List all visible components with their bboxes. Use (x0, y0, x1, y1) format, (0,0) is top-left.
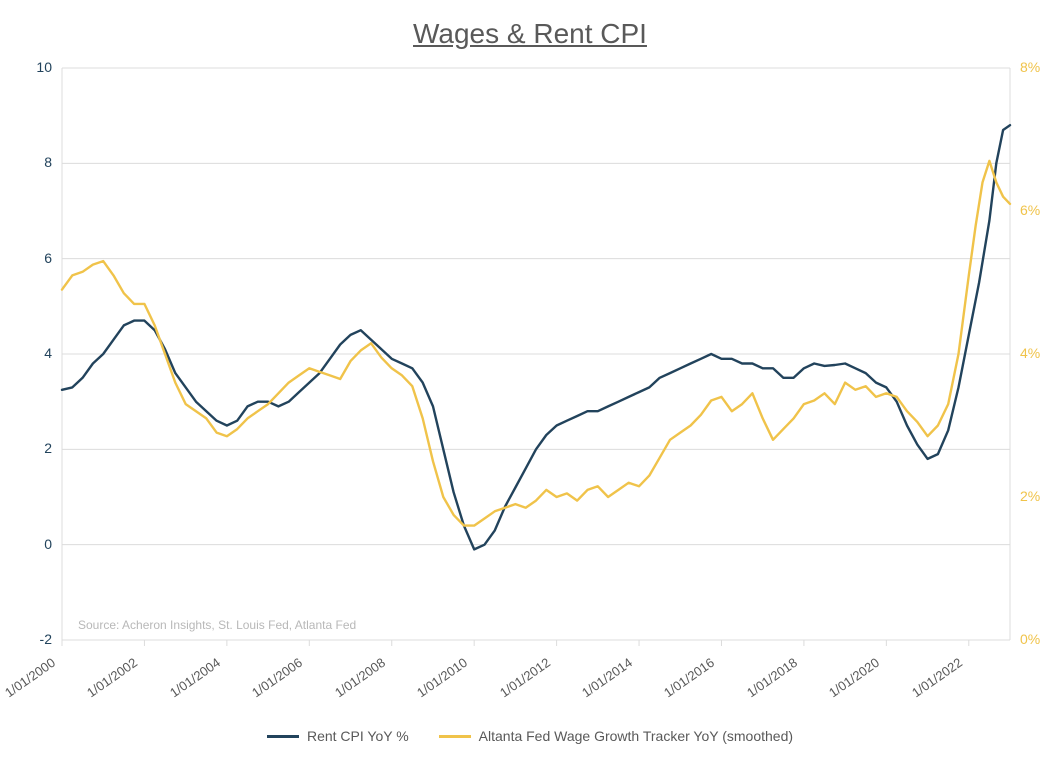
ytick-left: 8 (44, 154, 52, 170)
ytick-right: 8% (1020, 59, 1040, 75)
legend-label-wage: Altanta Fed Wage Growth Tracker YoY (smo… (479, 728, 793, 744)
ytick-left: 4 (44, 345, 52, 361)
ytick-right: 6% (1020, 202, 1040, 218)
ytick-left: -2 (40, 631, 52, 647)
ytick-right: 0% (1020, 631, 1040, 647)
ytick-left: 0 (44, 536, 52, 552)
ytick-right: 4% (1020, 345, 1040, 361)
legend-item-wage: Altanta Fed Wage Growth Tracker YoY (smo… (439, 728, 793, 744)
ytick-left: 6 (44, 250, 52, 266)
legend-swatch-rent (267, 735, 299, 738)
plot-area (0, 0, 1060, 768)
legend: Rent CPI YoY % Altanta Fed Wage Growth T… (0, 728, 1060, 744)
source-note: Source: Acheron Insights, St. Louis Fed,… (78, 618, 356, 632)
legend-label-rent: Rent CPI YoY % (307, 728, 409, 744)
ytick-right: 2% (1020, 488, 1040, 504)
ytick-left: 2 (44, 440, 52, 456)
legend-item-rent: Rent CPI YoY % (267, 728, 409, 744)
chart-container: Wages & Rent CPI Source: Acheron Insight… (0, 0, 1060, 768)
legend-swatch-wage (439, 735, 471, 738)
ytick-left: 10 (36, 59, 52, 75)
